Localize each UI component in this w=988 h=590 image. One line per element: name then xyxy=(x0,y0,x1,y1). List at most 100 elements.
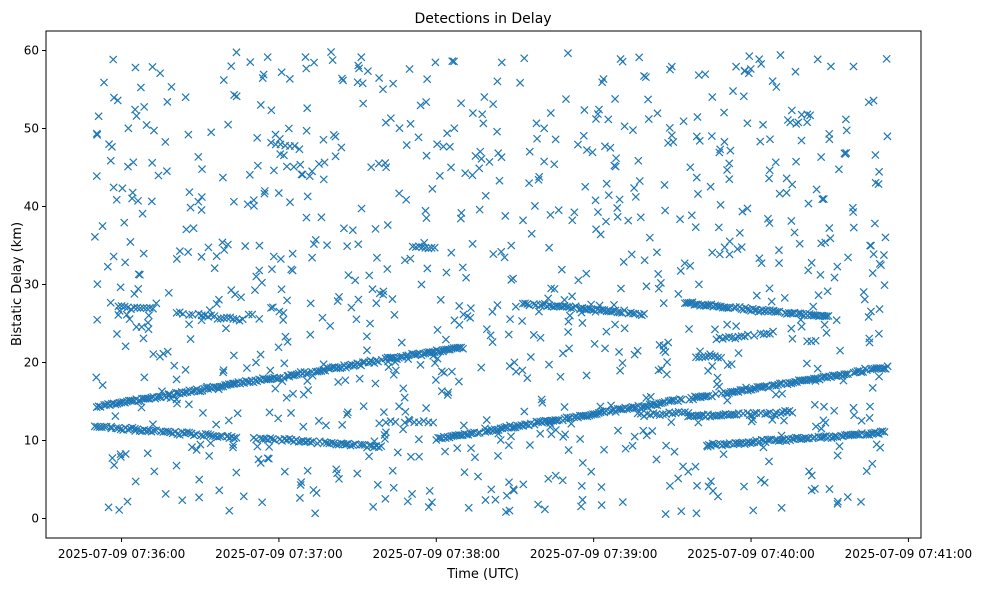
scatter-point xyxy=(195,493,204,502)
scatter-point xyxy=(693,189,702,198)
scatter-point xyxy=(659,346,668,355)
scatter-point xyxy=(252,272,261,281)
scatter-point xyxy=(362,332,371,341)
scatter-point xyxy=(229,197,238,206)
scatter-point xyxy=(776,51,785,60)
scatter-point xyxy=(359,99,368,108)
scatter-point xyxy=(523,299,532,309)
scatter-point xyxy=(245,170,254,179)
scatter-point xyxy=(121,342,130,351)
scatter-point xyxy=(771,158,780,167)
scatter-point xyxy=(639,402,649,411)
scatter-point xyxy=(140,373,149,382)
scatter-point xyxy=(212,252,221,261)
scatter-point xyxy=(676,266,685,275)
scatter-point xyxy=(511,302,520,311)
scatter-point xyxy=(446,163,456,172)
scatter-point xyxy=(654,284,663,293)
scatter-point xyxy=(433,140,442,149)
scatter-point xyxy=(411,243,420,252)
chart-title: Detections in Delay xyxy=(414,11,551,27)
scatter-point xyxy=(544,360,554,369)
scatter-point xyxy=(604,191,613,200)
scatter-point xyxy=(334,292,344,301)
scatter-point xyxy=(674,407,683,416)
scatter-point xyxy=(520,54,529,63)
scatter-point xyxy=(556,372,565,381)
scatter-point xyxy=(563,49,572,58)
scatter-point xyxy=(355,64,364,73)
scatter-point xyxy=(804,266,813,275)
scatter-point xyxy=(806,111,815,120)
scatter-point xyxy=(739,482,749,491)
scatter-point xyxy=(694,71,703,80)
scatter-point xyxy=(150,467,159,476)
scatter-point xyxy=(726,146,735,155)
scatter-point xyxy=(684,408,693,417)
scatter-point xyxy=(296,160,305,169)
scatter-point xyxy=(332,465,341,474)
scatter-point xyxy=(757,59,766,68)
scatter-point xyxy=(342,440,351,449)
scatter-point xyxy=(405,65,414,74)
scatter-point xyxy=(832,316,841,325)
scatter-point xyxy=(214,295,223,304)
scatter-point xyxy=(219,76,228,85)
scatter-point xyxy=(715,148,724,157)
scatter-point xyxy=(144,311,153,320)
scatter-point xyxy=(425,486,434,495)
scatter-point xyxy=(782,188,791,197)
scatter-point xyxy=(255,314,264,323)
scatter-point xyxy=(480,93,489,102)
scatter-point xyxy=(857,416,866,425)
scatter-point xyxy=(525,147,534,156)
scatter-point xyxy=(842,148,851,157)
scatter-point xyxy=(115,505,124,514)
scatter-point xyxy=(277,68,286,77)
scatter-point xyxy=(835,442,844,451)
scatter-point xyxy=(381,418,390,427)
scatter-point xyxy=(866,307,876,316)
scatter-point xyxy=(197,192,206,202)
scatter-point xyxy=(134,397,143,406)
scatter-point xyxy=(820,311,829,321)
scatter-point xyxy=(627,250,636,259)
scatter-point xyxy=(500,253,509,262)
scatter-point xyxy=(756,137,765,146)
scatter-point xyxy=(874,329,883,338)
scatter-point xyxy=(615,347,624,357)
scatter-point xyxy=(788,408,797,417)
scatter-point xyxy=(123,497,132,506)
scatter-point xyxy=(164,288,173,297)
scatter-point xyxy=(242,363,251,373)
scatter-point xyxy=(630,432,639,441)
scatter-point xyxy=(834,165,843,174)
scatter-point xyxy=(868,269,877,278)
scatter-point xyxy=(505,506,514,515)
scatter-point xyxy=(525,179,534,188)
scatter-point xyxy=(147,427,156,436)
scatter-point xyxy=(610,161,619,170)
scatter-point xyxy=(717,353,726,362)
scatter-point xyxy=(787,106,796,115)
scatter-point xyxy=(359,402,368,411)
scatter-point xyxy=(776,409,785,418)
scatter-point xyxy=(564,446,573,455)
scatter-point xyxy=(131,105,140,114)
scatter-point xyxy=(750,409,759,418)
scatter-point xyxy=(379,408,388,417)
scatter-point xyxy=(697,411,706,420)
scatter-point xyxy=(691,462,700,471)
scatter-point xyxy=(706,477,715,486)
scatter-point xyxy=(618,498,627,507)
scatter-point xyxy=(296,480,305,490)
scatter-point xyxy=(222,313,232,322)
scatter-point xyxy=(778,389,787,398)
scatter-point xyxy=(725,175,734,184)
scatter-point xyxy=(94,112,103,121)
scatter-point xyxy=(479,119,488,128)
scatter-point xyxy=(436,295,445,304)
scatter-point xyxy=(422,151,431,160)
scatter-point xyxy=(229,314,238,324)
scatter-point xyxy=(877,364,886,373)
